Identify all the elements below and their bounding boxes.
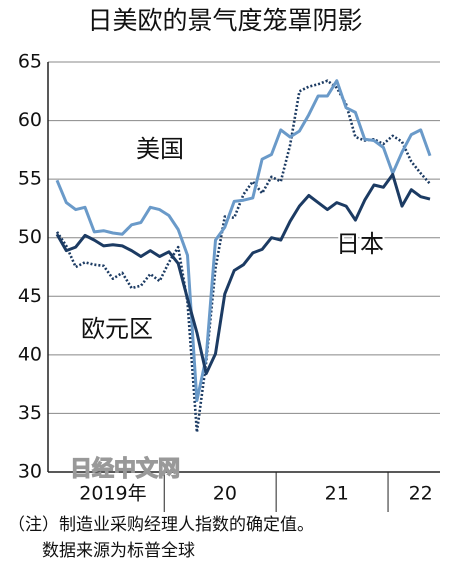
series-label: 欧元区 (81, 315, 153, 343)
y-tick-label: 50 (18, 226, 42, 248)
y-tick-label: 35 (18, 402, 42, 424)
series-line (55, 79, 432, 402)
y-tick-label: 60 (18, 109, 42, 131)
watermark: 日经中文网 (70, 456, 180, 482)
y-tick-label: 40 (18, 343, 42, 365)
note: （注）制造业采购经理人指数的确定值。 (8, 515, 314, 535)
note: 数据来源为标普全球 (42, 541, 195, 561)
x-tick-label: 2019年 (79, 483, 146, 505)
x-tick-label: 21 (325, 483, 349, 505)
y-tick-label: 45 (18, 285, 42, 307)
y-tick-label: 65 (18, 51, 42, 73)
chart-title: 日美欧的景气度笼罩阴影 (87, 6, 362, 35)
x-tick-label: 22 (409, 483, 433, 505)
x-tick-label: 20 (213, 483, 237, 505)
series-label: 美国 (136, 135, 184, 163)
y-tick-label: 30 (18, 461, 42, 483)
y-tick-label: 55 (18, 168, 42, 190)
series-line (55, 79, 431, 434)
series-label: 日本 (336, 230, 384, 258)
series-line (55, 173, 431, 376)
